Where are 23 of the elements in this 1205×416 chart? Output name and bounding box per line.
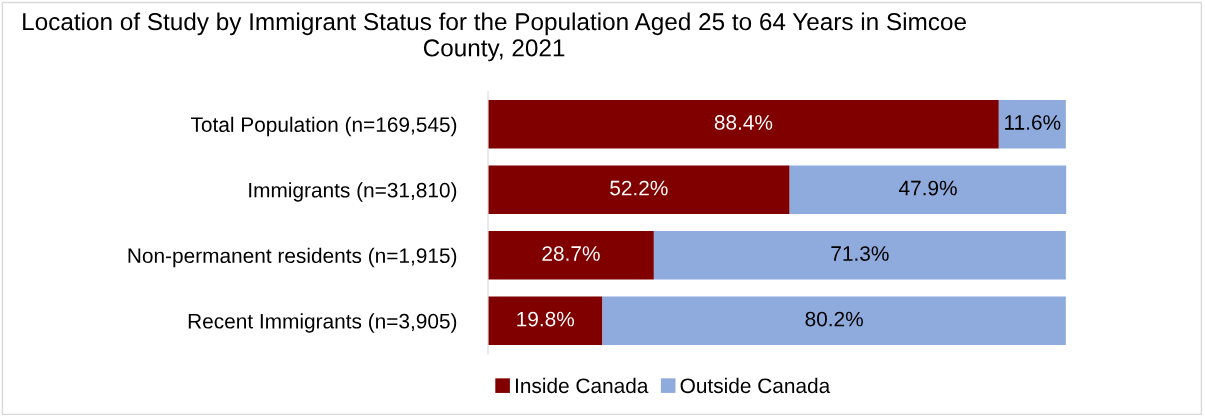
y-tick-label: Recent Immigrants (n=3,905) — [188, 313, 457, 333]
data-label: 28.7% — [542, 246, 600, 261]
data-label: 11.6% — [1005, 115, 1061, 130]
chart-title: Location of Study by Immigrant Status for the Population Aged 25 to 64 Years in Simcoe County, 2021 — [23, 12, 966, 62]
bar — [602, 296, 1066, 346]
legend-label: Inside Canada — [515, 377, 649, 394]
y-tick-label: Immigrants (n=31,810) — [249, 182, 457, 202]
data-label: 19.8% — [517, 311, 575, 327]
bar — [488, 296, 603, 346]
data-label: 71.3% — [831, 246, 889, 261]
bar — [488, 231, 654, 280]
data-label: 52.2% — [610, 180, 668, 196]
legend-label: Outside Canada — [680, 377, 831, 394]
data-label: 47.9% — [898, 180, 957, 196]
y-tick-label: Total Population (n=169,545) — [190, 116, 457, 137]
y-tick-label: Non-permanent residents (n=1,915) — [128, 247, 457, 268]
bar — [789, 165, 1067, 215]
bar — [998, 100, 1066, 149]
bar — [488, 100, 999, 149]
bar — [488, 165, 790, 215]
data-label: 88.4% — [714, 115, 773, 130]
data-label: 80.2% — [805, 311, 863, 327]
bar — [653, 231, 1066, 280]
